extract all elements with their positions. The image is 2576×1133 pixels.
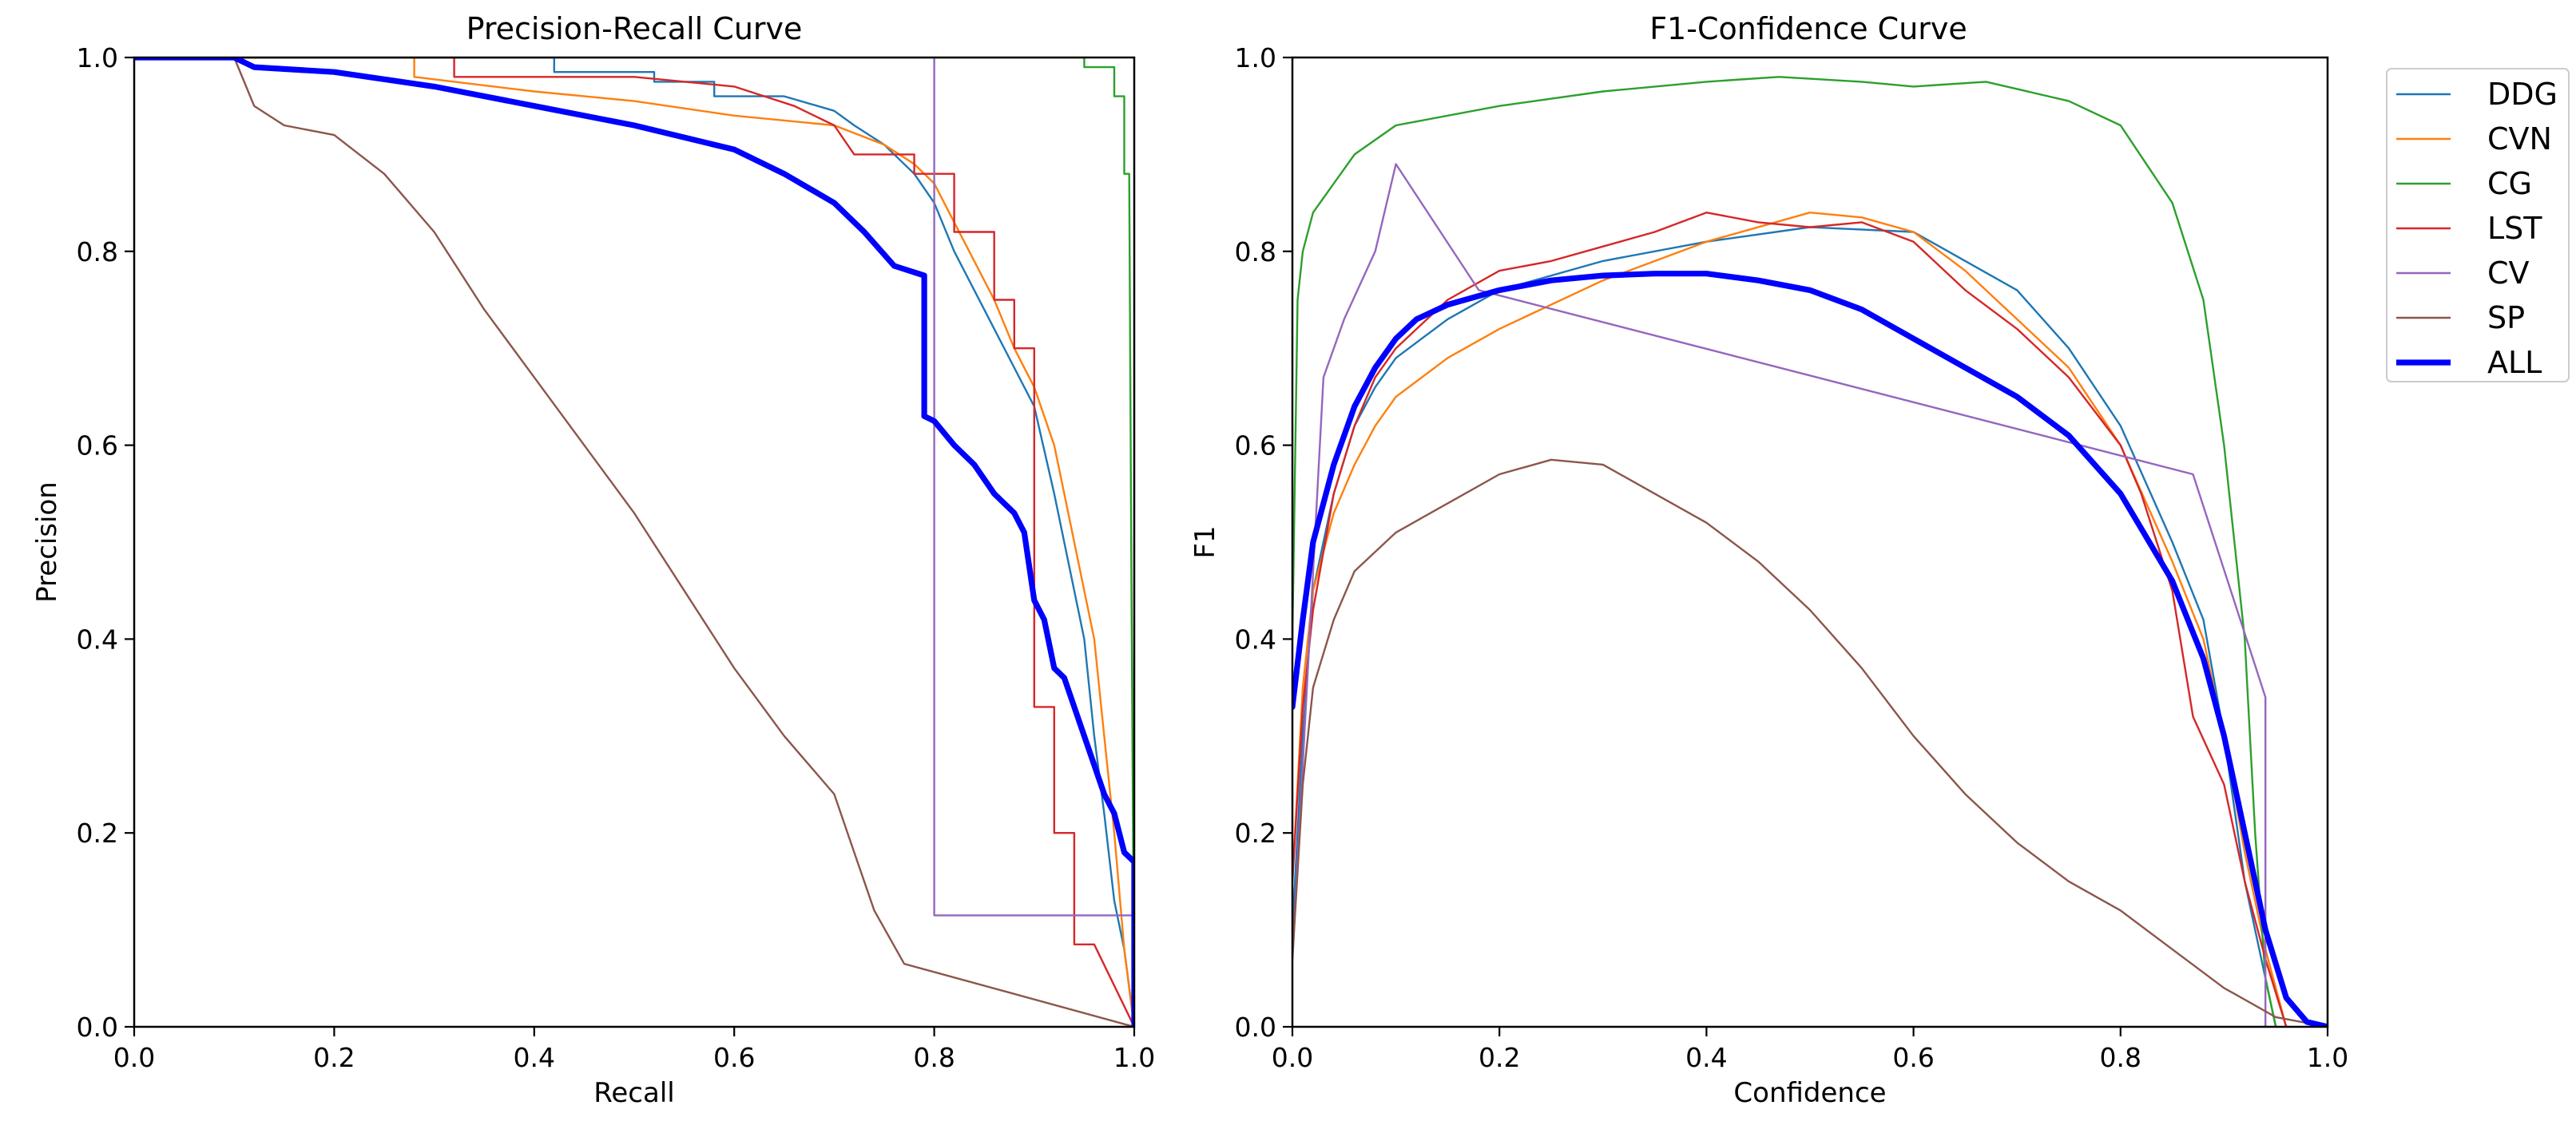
series-line-cv: [933, 57, 1134, 1027]
y-tick-label: 0.8: [1235, 236, 1276, 267]
y-axis-label: F1: [1189, 525, 1221, 558]
legend-items: DDG CVN CG LST CV SP ALL: [2396, 77, 2558, 380]
x-tick-label: 0.2: [1479, 1042, 1520, 1073]
series-line-lst: [1292, 212, 2288, 1027]
series-line-cvn: [1292, 212, 2288, 1027]
x-axis-label: Recall: [593, 1077, 674, 1109]
x-tick-label: 0.0: [1272, 1042, 1313, 1073]
x-tick-label: 1.0: [2307, 1042, 2348, 1073]
y-tick-label: 0.8: [77, 236, 118, 267]
x-tick-label: 1.0: [1113, 1042, 1155, 1073]
series-line-cv: [1292, 163, 2267, 1027]
axis-ticks: 0.0 0.2 0.4 0.6 0.8 1.0 0.0 0.2 0.4 0.6 0.8 1.0: [77, 42, 1156, 1073]
y-axis-label: Precision: [31, 481, 63, 603]
y-tick-label: 0.4: [77, 624, 118, 655]
plot-area: [134, 57, 1134, 1027]
y-tick-label: 0.2: [1235, 818, 1276, 849]
axes-frame: [1291, 56, 2329, 1028]
series-line-all: [134, 57, 1134, 1027]
y-tick-label: 0.4: [1235, 624, 1276, 655]
y-tick-label: 0.0: [77, 1012, 118, 1043]
y-tick-label: 0.6: [1235, 430, 1276, 462]
axis-ticks: 0.0 0.2 0.4 0.6 0.8 1.0 0.0 0.2 0.4 0.6 0.8 1.0: [1235, 42, 2349, 1073]
x-tick-label: 0.0: [113, 1042, 155, 1073]
series-line-sp: [1292, 458, 2328, 1027]
x-tick-label: 0.6: [713, 1042, 755, 1073]
axes-frame: [133, 56, 1136, 1028]
x-tick-label: 0.2: [313, 1042, 355, 1073]
legend-label-sp: SP: [2487, 300, 2525, 335]
legend-label-cv: CV: [2487, 256, 2530, 291]
x-tick-label: 0.8: [913, 1042, 955, 1073]
precision-recall-chart: Precision-Recall Curve 0.0 0.2 0.4 0.6 0.8 1.…: [31, 11, 1155, 1109]
series-line-all: [1292, 271, 2328, 1027]
x-axis-label: Confidence: [1733, 1077, 1886, 1109]
y-tick-label: 1.0: [1235, 42, 1276, 73]
legend: DDG CVN CG LST CV SP ALL: [2386, 68, 2570, 382]
series-line-cvn: [134, 57, 1134, 1027]
chart-title: F1-Confidence Curve: [1649, 11, 1967, 46]
x-tick-label: 0.4: [514, 1042, 555, 1073]
legend-label-cg: CG: [2487, 166, 2532, 201]
y-tick-label: 1.0: [77, 42, 118, 73]
x-tick-label: 0.6: [1892, 1042, 1934, 1073]
legend-label-lst: LST: [2487, 211, 2542, 246]
y-tick-label: 0.2: [77, 818, 118, 849]
series-line-cg: [134, 57, 1134, 1027]
x-tick-label: 0.8: [2100, 1042, 2141, 1073]
series-line-ddg: [134, 57, 1134, 1027]
series-line-sp: [233, 57, 1134, 1027]
legend-label-cvn: CVN: [2487, 121, 2552, 156]
y-tick-label: 0.6: [77, 430, 118, 462]
plot-area: [1292, 76, 2328, 1027]
x-tick-label: 0.4: [1685, 1042, 1727, 1073]
legend-box: [2386, 68, 2570, 382]
series-line-lst: [134, 57, 1134, 1027]
chart-title: Precision-Recall Curve: [466, 11, 803, 46]
series-line-cg: [1292, 76, 2277, 1027]
legend-label-ddg: DDG: [2487, 77, 2558, 112]
f1-confidence-chart: F1-Confidence Curve 0.0 0.2 0.4 0.6 0.8 1.00.…: [1189, 11, 2348, 1109]
legend-label-all: ALL: [2487, 345, 2542, 380]
y-tick-label: 0.0: [1235, 1012, 1276, 1043]
